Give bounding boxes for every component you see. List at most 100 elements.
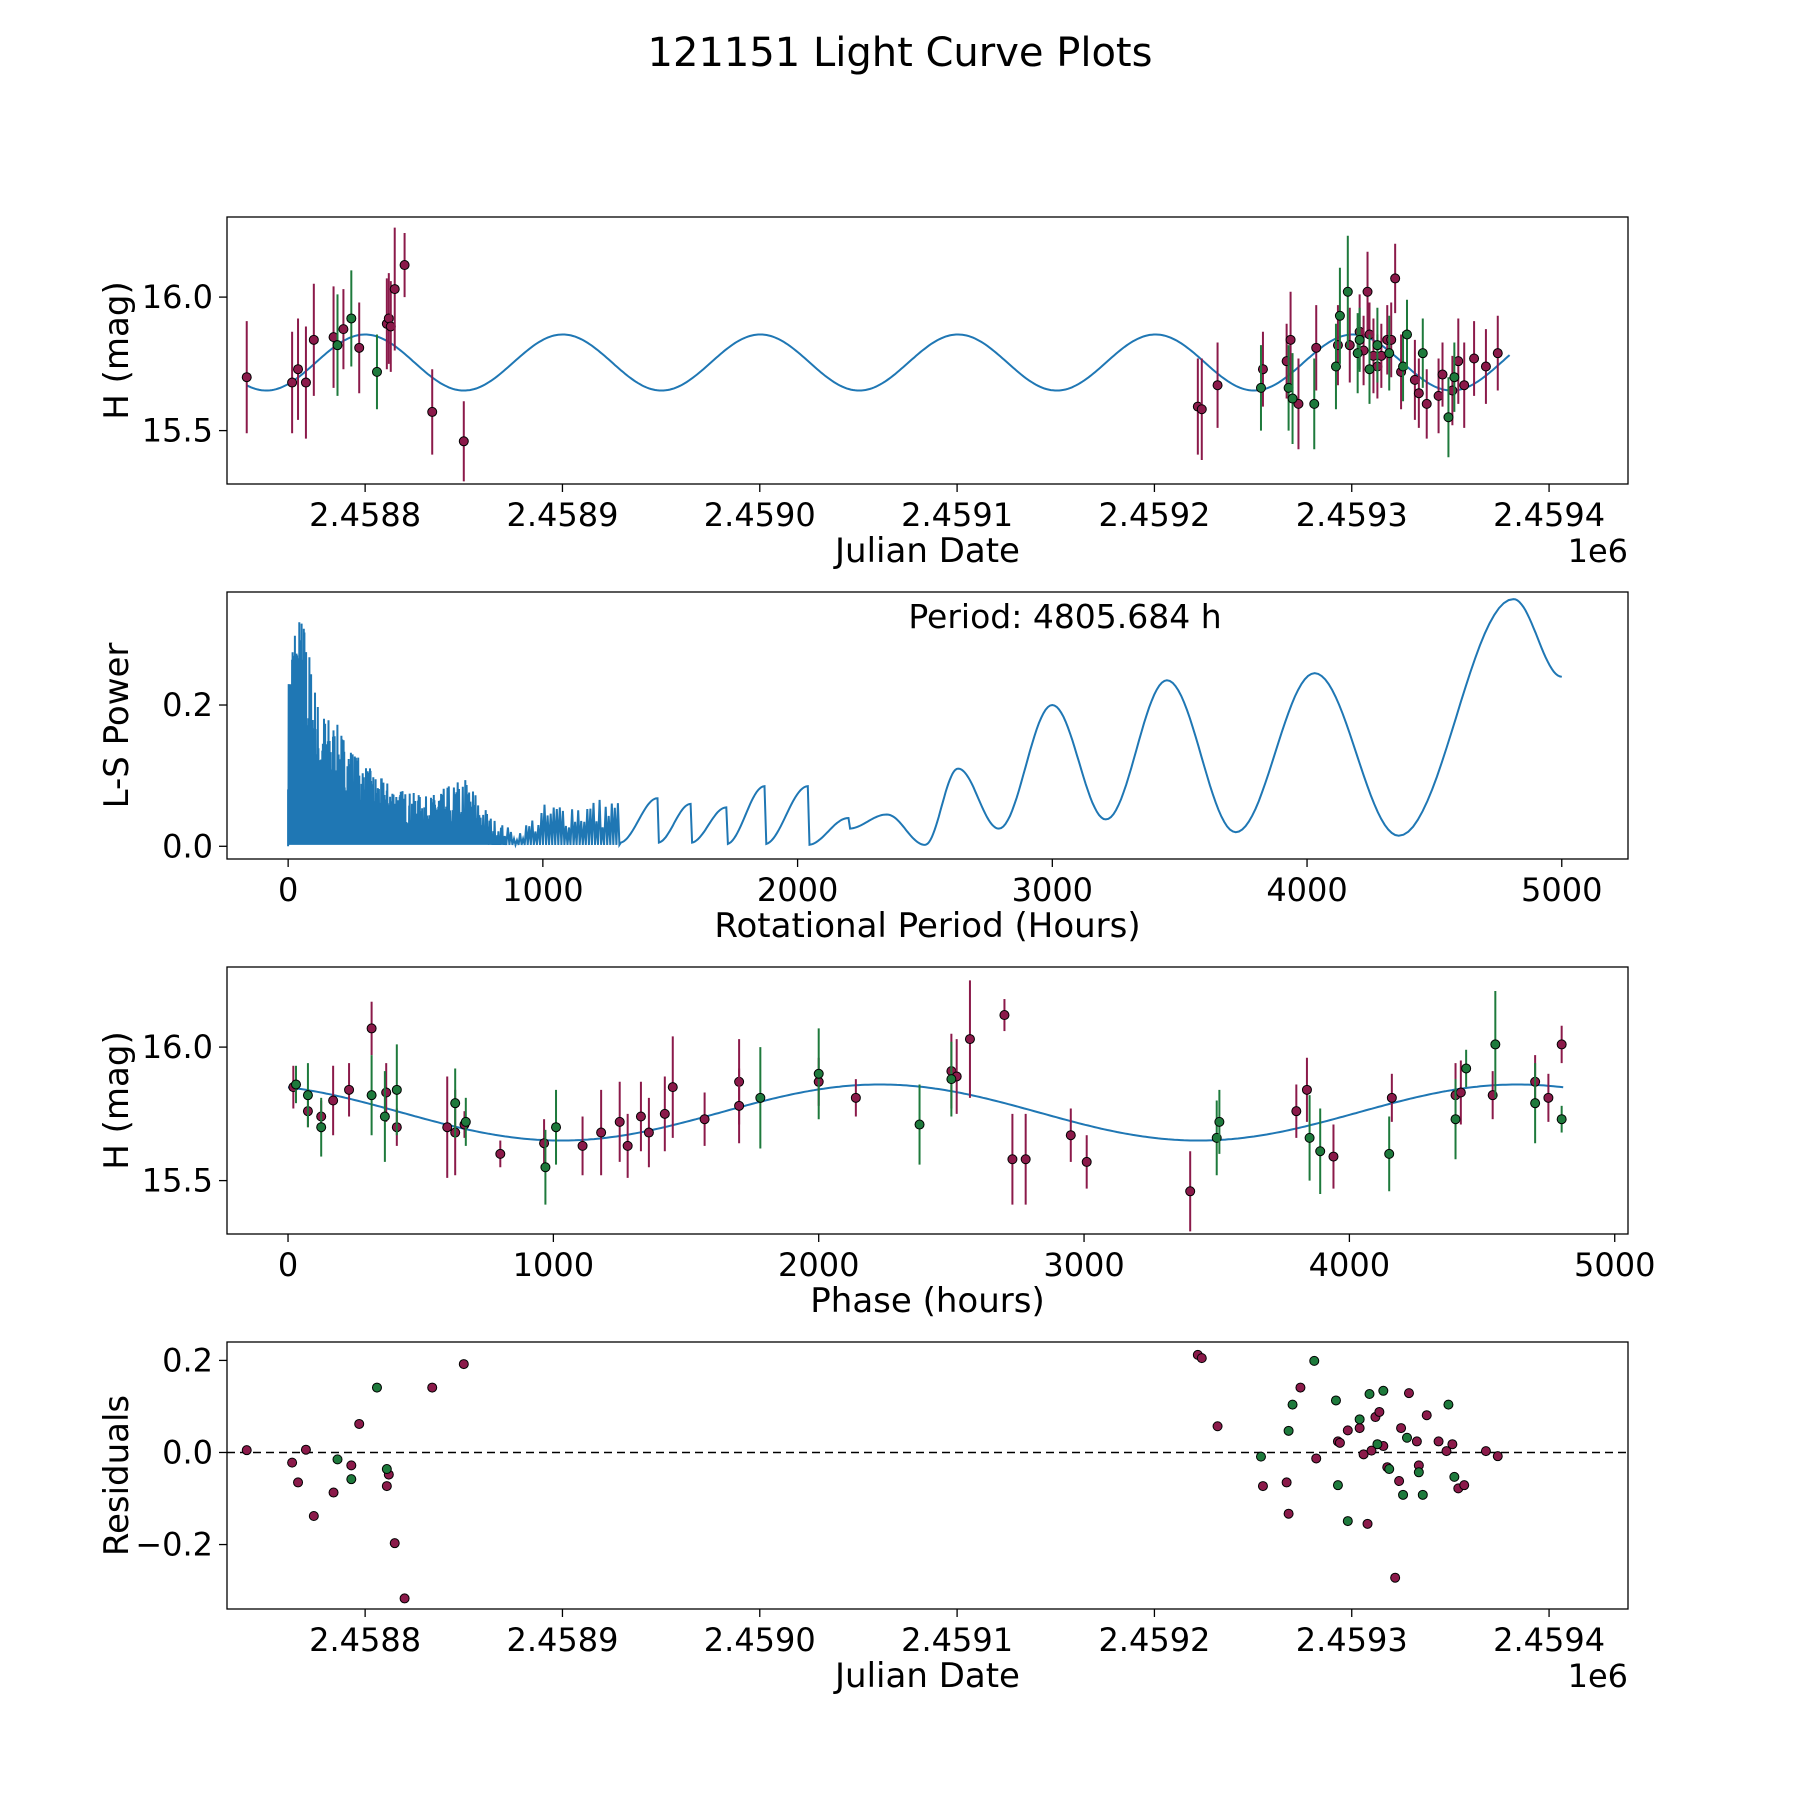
- data-point: [1366, 1445, 1377, 1456]
- data-point: [999, 1010, 1010, 1021]
- data-point: [1556, 1114, 1567, 1125]
- y-axis-label: H (mag): [97, 1031, 137, 1169]
- data-point: [1362, 1518, 1373, 1529]
- data-point: [344, 1084, 355, 1095]
- data-point: [1342, 286, 1353, 297]
- data-point: [1334, 1437, 1345, 1448]
- periodogram-panel: Period: 4805.684 h 0 1000 2000 3000 4000 5000…: [97, 591, 1629, 946]
- residuals-panel: 2.4588 2.4589 2.4590 2.4591 2.4592 2.4593 2.45…: [97, 1341, 1629, 1696]
- data-point: [1492, 348, 1503, 359]
- data-point: [328, 1095, 339, 1106]
- data-point: [1490, 1039, 1501, 1050]
- data-point: [1398, 1489, 1409, 1500]
- data-point: [1334, 310, 1345, 321]
- data-point: [667, 1082, 678, 1093]
- data-point: [1390, 273, 1401, 284]
- data-point: [287, 377, 298, 388]
- data-point: [1257, 1481, 1268, 1492]
- data-point: [1332, 1480, 1343, 1491]
- x-tick-label: 2.4594: [1493, 496, 1605, 534]
- data-point: [1364, 1389, 1375, 1400]
- period-annotation: Period: 4805.684 h: [908, 597, 1221, 636]
- x-tick-label: 2.4591: [901, 1621, 1013, 1659]
- data-point: [1344, 340, 1355, 351]
- data-point: [290, 1079, 301, 1090]
- data-point: [389, 284, 400, 295]
- data-point: [302, 1090, 313, 1101]
- data-point: [1255, 382, 1266, 393]
- x-tick-label: 2.4588: [309, 1621, 421, 1659]
- data-point: [391, 1084, 402, 1095]
- data-point: [635, 1111, 646, 1122]
- data-point: [354, 342, 365, 353]
- data-point: [1401, 1432, 1412, 1443]
- data-point: [734, 1100, 745, 1111]
- data-point: [1328, 1151, 1339, 1162]
- x-axis-label: Rotational Period (Hours): [714, 906, 1140, 946]
- y-tick-label: 16.0: [142, 1028, 213, 1066]
- data-point: [1358, 1449, 1369, 1460]
- x-tick-label: 4000: [1266, 871, 1347, 909]
- x-tick-label: 3000: [1043, 1246, 1124, 1284]
- data-point: [964, 1034, 975, 1045]
- x-offset-label: 1e6: [1568, 1657, 1628, 1695]
- data-point: [1441, 1446, 1452, 1457]
- data-point: [596, 1127, 607, 1138]
- y-axis-label: H (mag): [97, 281, 137, 419]
- data-point: [1281, 1477, 1292, 1488]
- data-point: [308, 334, 319, 345]
- data-point: [328, 1487, 339, 1498]
- data-point: [577, 1140, 588, 1151]
- data-point: [1352, 348, 1363, 359]
- data-point: [332, 1454, 343, 1465]
- data-point: [1185, 1186, 1196, 1197]
- data-point: [1196, 1353, 1207, 1364]
- x-tick-label: 2.4594: [1493, 1621, 1605, 1659]
- data-point: [813, 1068, 824, 1079]
- x-axis-label: Julian Date: [833, 1656, 1020, 1696]
- data-point: [300, 1444, 311, 1455]
- data-point: [300, 377, 311, 388]
- data-point: [1459, 1480, 1470, 1491]
- x-tick-label: 0: [278, 871, 298, 909]
- data-point: [1287, 393, 1298, 404]
- data-point: [914, 1119, 925, 1130]
- data-point: [1311, 1453, 1322, 1464]
- data-point: [383, 313, 394, 324]
- x-tick-label: 2.4589: [506, 496, 618, 534]
- data-point: [1390, 1572, 1401, 1583]
- data-point: [293, 1477, 304, 1488]
- data-point: [1437, 369, 1448, 380]
- data-point: [1411, 1436, 1422, 1447]
- data-point: [1403, 1388, 1414, 1399]
- data-point: [1394, 1476, 1405, 1487]
- data-point: [1396, 1423, 1407, 1434]
- y-axis-label: Residuals: [97, 1395, 137, 1556]
- x-axis-label: Julian Date: [833, 531, 1020, 571]
- data-point: [458, 436, 469, 447]
- data-point: [332, 340, 343, 351]
- phased-axes-frame: [226, 966, 1629, 1235]
- data-point: [1285, 334, 1296, 345]
- data-point: [399, 1593, 410, 1604]
- data-point: [366, 1090, 377, 1101]
- data-point: [1257, 364, 1268, 375]
- x-axis-label: Phase (hours): [810, 1281, 1044, 1321]
- data-point: [1413, 388, 1424, 399]
- data-point: [1450, 1114, 1461, 1125]
- data-point: [1386, 334, 1397, 345]
- data-point: [539, 1138, 550, 1149]
- data-point: [1283, 1508, 1294, 1519]
- lightcurve-axes-frame: [226, 216, 1629, 485]
- data-point: [1480, 361, 1491, 372]
- data-point: [659, 1108, 670, 1119]
- x-tick-label: 2.4593: [1296, 496, 1408, 534]
- figure-title: 121151 Light Curve Plots: [648, 30, 1153, 76]
- data-point: [1433, 1436, 1444, 1447]
- data-point: [381, 1464, 392, 1475]
- y-tick-label: 0.0: [162, 827, 213, 865]
- data-point: [346, 1474, 357, 1485]
- data-point: [1283, 1425, 1294, 1436]
- data-point: [458, 1359, 469, 1370]
